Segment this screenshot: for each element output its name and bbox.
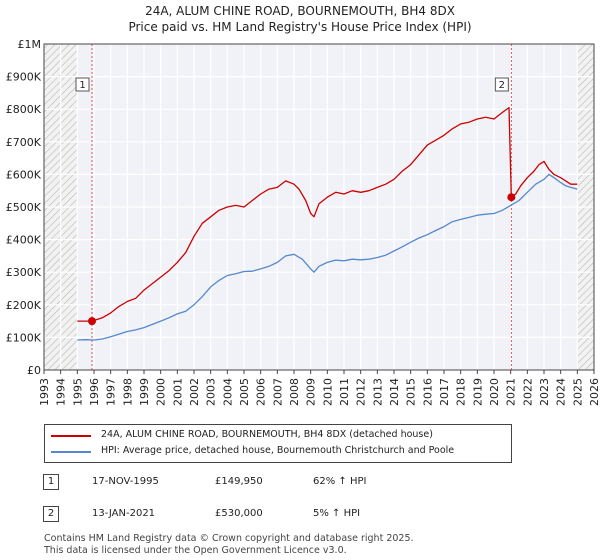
y-tick-label: £600K	[6, 168, 42, 181]
property-price-line	[77, 106, 578, 322]
annotation-box	[75, 77, 90, 92]
x-tick-label: 2026	[588, 378, 600, 406]
legend-swatch-hpi	[51, 451, 91, 453]
y-tick-label: £400K	[6, 234, 42, 247]
transaction-marker-2: 2	[43, 506, 59, 522]
x-tick-label: 2012	[355, 378, 368, 406]
x-tick-label: 2016	[421, 378, 434, 406]
price-chart: 1 2 £0 £100K £200K £300K £400K £500K £600K £700K…	[6, 38, 600, 406]
x-tick-label: 2003	[205, 378, 218, 406]
y-tick-label: £300K	[6, 266, 42, 279]
x-tick-label: 2009	[305, 378, 318, 406]
x-tick-label: 2006	[255, 378, 268, 406]
y-tick-label: £200K	[6, 299, 42, 312]
x-tick-label: 2024	[555, 378, 568, 406]
footer-copyright: Contains HM Land Registry data © Crown c…	[44, 533, 414, 544]
x-tick-label: 2005	[238, 378, 251, 406]
x-tick-label: 2021	[505, 378, 518, 406]
transaction-marker-1: 1	[43, 474, 59, 490]
transaction-price: £530,000	[215, 508, 263, 519]
transaction-hpi: 5% ↑ HPI	[313, 508, 361, 519]
x-tick-label: 2000	[155, 378, 168, 406]
x-tick-label: 2019	[471, 378, 484, 406]
x-tick-label: 1996	[88, 378, 101, 406]
annotation-label: 1	[79, 80, 85, 91]
hpi-line	[77, 173, 578, 341]
x-tick-label: 1998	[121, 378, 134, 406]
chart-title: 24A, ALUM CHINE ROAD, BOURNEMOUTH, BH4 8…	[145, 4, 455, 18]
x-tick-label: 2025	[571, 378, 584, 406]
sale-point	[88, 317, 96, 326]
transaction-hpi: 62% ↑ HPI	[313, 476, 367, 487]
x-tick-label: 2018	[455, 378, 468, 406]
y-tick-label: £800K	[6, 103, 42, 116]
chart-legend: 24A, ALUM CHINE ROAD, BOURNEMOUTH, BH4 8…	[44, 424, 512, 463]
x-tick-label: 1999	[138, 378, 151, 406]
x-tick-label: 2008	[288, 378, 301, 406]
legend-swatch-property	[51, 435, 91, 437]
x-tick-label: 2010	[321, 378, 334, 406]
x-tick-label: 2007	[271, 378, 284, 406]
x-tick-label: 2001	[171, 378, 184, 406]
transaction-price: £149,950	[215, 476, 263, 487]
y-tick-label: £900K	[6, 71, 42, 84]
y-tick-label: £0	[27, 364, 41, 377]
x-tick-label: 2004	[221, 378, 234, 406]
sale-point	[507, 193, 516, 202]
annotation-label: 2	[499, 80, 505, 91]
x-tick-label: 1994	[55, 378, 68, 406]
legend-label-property: 24A, ALUM CHINE ROAD, BOURNEMOUTH, BH4 8…	[101, 429, 433, 440]
x-tick-label: 2002	[188, 378, 201, 406]
x-tick-label: 2011	[338, 378, 351, 406]
x-tick-label: 2014	[388, 378, 401, 406]
transaction-date: 17-NOV-1995	[92, 476, 159, 487]
x-tick-label: 1997	[105, 378, 118, 406]
x-tick-label: 1993	[38, 378, 51, 406]
transaction-date: 13-JAN-2021	[92, 508, 156, 519]
x-tick-label: 2015	[405, 378, 418, 406]
footer-licence: This data is licensed under the Open Gov…	[44, 545, 347, 556]
y-tick-label: £500K	[6, 201, 42, 214]
x-tick-label: 2022	[521, 378, 534, 406]
annotation-box	[494, 77, 509, 92]
x-tick-label: 2020	[488, 378, 501, 406]
x-tick-label: 2013	[371, 378, 384, 406]
x-tick-label: 2017	[438, 378, 451, 406]
x-tick-label: 2023	[538, 378, 551, 406]
plot-border	[43, 43, 595, 371]
x-tick-label: 1995	[71, 378, 84, 406]
y-tick-label: £700K	[6, 136, 42, 149]
y-tick-label: £100K	[6, 331, 42, 344]
chart-subtitle: Price paid vs. HM Land Registry's House …	[128, 20, 472, 34]
legend-label-hpi: HPI: Average price, detached house, Bour…	[101, 445, 455, 456]
y-tick-label: £1M	[18, 38, 42, 51]
